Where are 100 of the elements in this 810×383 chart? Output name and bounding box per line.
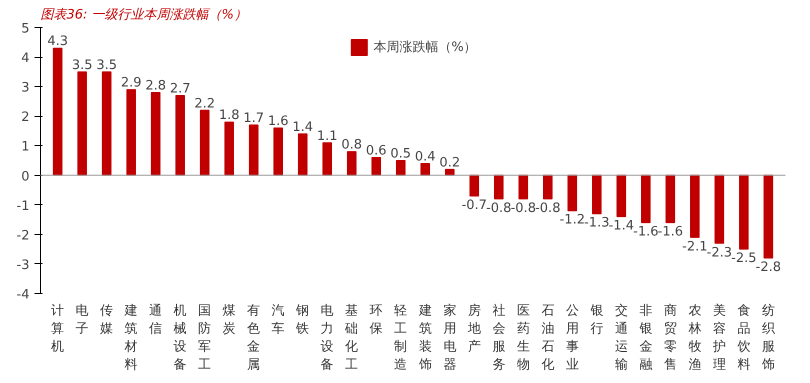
x-tick-label: 国防军工: [198, 304, 212, 372]
data-label: -0.8: [510, 200, 536, 216]
data-label: -1.6: [633, 224, 659, 240]
bar: [322, 142, 332, 176]
bar: [175, 94, 185, 176]
data-label: 1.6: [268, 114, 289, 129]
x-tick-label: 煤炭: [222, 304, 236, 336]
data-label: 1.1: [316, 128, 338, 144]
bar: [396, 160, 406, 176]
data-label: -1.6: [658, 224, 684, 240]
data-label: -0.7: [462, 198, 487, 213]
bar: [543, 174, 553, 200]
data-label: 1.4: [292, 120, 314, 135]
bar: [616, 174, 626, 218]
bar: [420, 162, 430, 176]
bar: [273, 127, 283, 176]
data-label: -2.1: [682, 239, 708, 254]
y-tick-label: -4: [16, 288, 30, 302]
x-tick-label: 传媒: [100, 304, 114, 336]
data-label: 2.2: [194, 96, 216, 112]
bar: [714, 174, 724, 244]
data-label: 0.8: [341, 138, 362, 153]
bar: [494, 174, 504, 200]
bar: [592, 174, 602, 214]
chart-title: 图表36: 一级行业本周涨跌幅（%）: [40, 8, 247, 22]
bar: [666, 174, 676, 224]
bar: [200, 110, 210, 176]
data-label: 0.6: [366, 144, 387, 159]
y-tick-label: 4: [21, 51, 30, 66]
x-tick-label: 公用事业: [566, 304, 579, 372]
y-tick-label: -3: [16, 258, 30, 273]
x-tick-label: 建筑装饰: [418, 304, 432, 372]
bar: [77, 71, 87, 176]
bar: [52, 48, 62, 176]
x-tick-label: 石油石化: [541, 304, 554, 372]
bar: [690, 174, 700, 238]
bar: [298, 133, 308, 176]
x-tick-label: 商贸零售: [664, 304, 677, 372]
x-tick-label: 有色金属: [247, 304, 260, 372]
data-label: 0.4: [414, 149, 436, 164]
bar: [224, 122, 234, 176]
legend-label: 本周涨跌幅（%）: [373, 39, 477, 56]
x-tick-label: 通信: [149, 304, 162, 336]
x-tick-label: 交通运输: [614, 302, 628, 372]
x-tick-label: 基础化工: [344, 304, 358, 372]
x-tick-label: 计算机: [51, 304, 64, 354]
bar: [371, 157, 382, 176]
x-tick-label: 汽车: [272, 304, 285, 336]
bar: [568, 174, 578, 212]
x-tick-label: 农林牧渔: [687, 304, 702, 372]
data-label: -2.5: [731, 251, 757, 266]
y-tick-label: 5: [21, 22, 30, 36]
bar: [469, 174, 480, 196]
x-tick-label: 轻工制造: [394, 304, 408, 372]
data-label: -1.3: [584, 216, 610, 231]
data-label: 2.8: [145, 78, 166, 94]
y-tick-label: 1: [21, 140, 30, 155]
x-tick-label: 机械设备: [174, 304, 187, 372]
x-tick-label: 建筑材料: [124, 304, 138, 372]
bar: [641, 174, 651, 224]
bar: [518, 174, 528, 200]
data-label: 0.2: [439, 155, 460, 170]
bar: [150, 92, 160, 176]
data-label: -2.3: [706, 245, 732, 260]
data-label: 2.9: [120, 76, 142, 91]
y-tick-label: 2: [21, 110, 30, 126]
x-tick-label: 环保: [370, 304, 383, 336]
x-tick-label: 电子: [76, 304, 89, 336]
x-tick-label: 家用电器: [443, 302, 456, 372]
y-tick-label: -1: [16, 198, 30, 214]
x-tick-label: 电力设备: [320, 304, 334, 372]
x-tick-label: 非银金融: [638, 304, 652, 372]
x-tick-label: 医药生物: [516, 304, 530, 372]
data-label: 3.5: [96, 58, 118, 73]
y-tick-label: 0: [21, 169, 30, 184]
data-label: 1.7: [243, 111, 264, 126]
x-tick-label: 纺织服饰: [760, 304, 775, 372]
data-label: -1.2: [560, 212, 585, 228]
data-label: 4.3: [47, 34, 68, 50]
bar: [739, 174, 749, 250]
x-tick-label: 钢铁: [295, 304, 310, 336]
data-label: -2.8: [756, 260, 782, 276]
x-tick-label: 社会服务: [492, 304, 506, 372]
bar: [126, 89, 136, 176]
y-tick-label: -2: [16, 228, 30, 244]
x-tick-label: 房地产: [466, 302, 481, 354]
data-label: -0.8: [486, 200, 512, 216]
bar: [102, 71, 112, 176]
data-label: 0.5: [390, 146, 412, 162]
x-tick-label: 食品饮料: [736, 304, 750, 372]
bar: [764, 174, 774, 259]
data-label: -0.8: [535, 200, 560, 216]
bar: [346, 151, 357, 176]
data-label: -1.4: [608, 218, 634, 234]
y-tick-label: 3: [21, 80, 30, 96]
data-label: 2.7: [170, 81, 191, 96]
data-label: 3.5: [72, 58, 93, 73]
x-tick-label: 美容护理: [712, 302, 726, 372]
data-label: 1.8: [218, 108, 240, 124]
x-tick-label: 银行: [589, 304, 604, 336]
